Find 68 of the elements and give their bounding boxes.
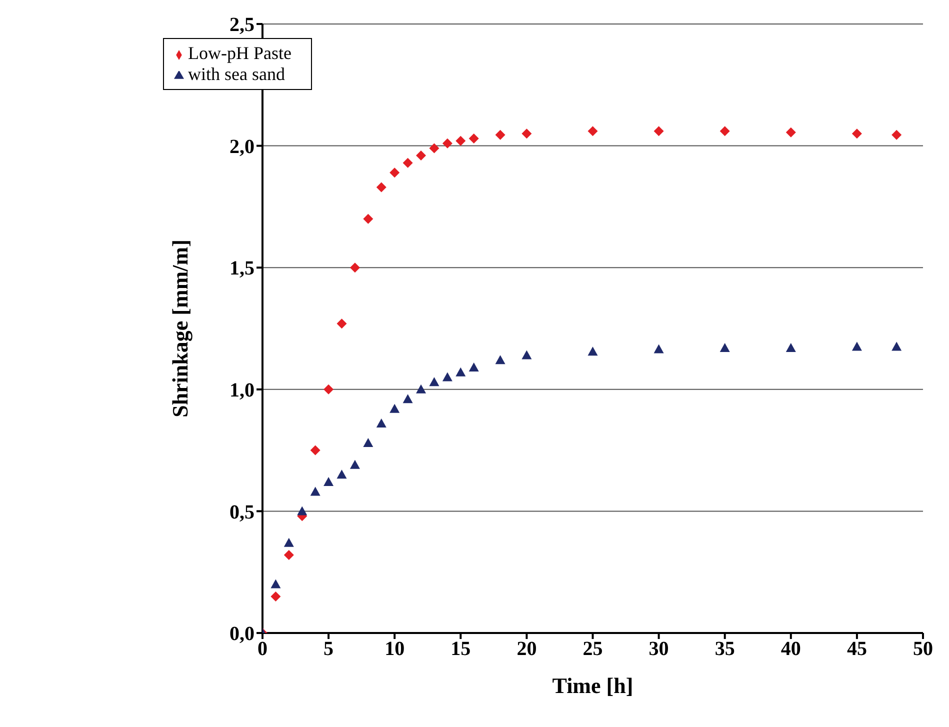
point bbox=[786, 127, 796, 138]
x-tick-label: 15 bbox=[450, 638, 471, 660]
point bbox=[522, 350, 532, 360]
point bbox=[654, 126, 664, 136]
x-tick-label: 50 bbox=[913, 638, 933, 660]
y-axis-title: Shrinkage [mm/m] bbox=[167, 240, 192, 418]
point bbox=[456, 136, 466, 146]
point bbox=[892, 130, 902, 140]
point bbox=[456, 367, 466, 376]
point bbox=[429, 143, 440, 154]
point bbox=[588, 346, 598, 356]
y-tick-label: 0,5 bbox=[229, 501, 254, 524]
point bbox=[429, 377, 440, 386]
point bbox=[495, 355, 506, 364]
point bbox=[522, 128, 532, 139]
legend-label: Low-pH Paste bbox=[188, 43, 292, 63]
x-tick-label: 35 bbox=[714, 638, 735, 660]
point bbox=[284, 538, 294, 547]
point bbox=[720, 126, 730, 136]
y-tick-label: 2,0 bbox=[229, 136, 254, 158]
point bbox=[654, 344, 664, 354]
point bbox=[310, 445, 320, 456]
point bbox=[442, 372, 452, 382]
point bbox=[350, 460, 360, 469]
point bbox=[270, 591, 281, 602]
point bbox=[852, 128, 862, 139]
x-tick-label: 25 bbox=[582, 638, 603, 660]
legend-label: with sea sand bbox=[188, 64, 285, 84]
y-tick-label: 2,5 bbox=[229, 14, 254, 36]
y-tick-label: 0,0 bbox=[229, 623, 254, 646]
point bbox=[310, 486, 320, 496]
point bbox=[402, 158, 413, 168]
point bbox=[336, 470, 347, 479]
point bbox=[390, 168, 400, 178]
point bbox=[363, 438, 374, 447]
y-tick-label: 1,5 bbox=[229, 258, 254, 280]
point bbox=[390, 404, 400, 413]
point bbox=[324, 384, 334, 394]
x-tick-label: 45 bbox=[846, 638, 867, 660]
x-axis-title: Time [h] bbox=[552, 673, 634, 698]
point bbox=[376, 418, 386, 428]
point bbox=[324, 476, 334, 486]
x-tick-label: 30 bbox=[648, 638, 669, 660]
point bbox=[402, 394, 413, 404]
x-tick-label: 20 bbox=[516, 638, 537, 660]
point bbox=[442, 138, 452, 148]
point bbox=[416, 384, 426, 394]
x-tick-label: 40 bbox=[780, 638, 801, 660]
point bbox=[892, 342, 902, 351]
point bbox=[363, 214, 374, 224]
point bbox=[297, 506, 308, 516]
point bbox=[720, 342, 730, 352]
point bbox=[376, 182, 386, 192]
x-tick-label: 0 bbox=[257, 638, 268, 660]
point bbox=[468, 133, 479, 144]
point bbox=[350, 262, 360, 273]
y-tick-label: 1,0 bbox=[229, 380, 254, 402]
point bbox=[852, 342, 862, 351]
point bbox=[468, 362, 479, 372]
point bbox=[786, 342, 796, 352]
x-tick-label: 5 bbox=[324, 638, 334, 660]
point bbox=[284, 550, 294, 560]
point bbox=[588, 126, 598, 136]
point bbox=[495, 130, 506, 140]
point bbox=[416, 150, 426, 161]
x-tick-label: 10 bbox=[384, 638, 405, 660]
point bbox=[336, 318, 347, 329]
point bbox=[270, 579, 281, 588]
